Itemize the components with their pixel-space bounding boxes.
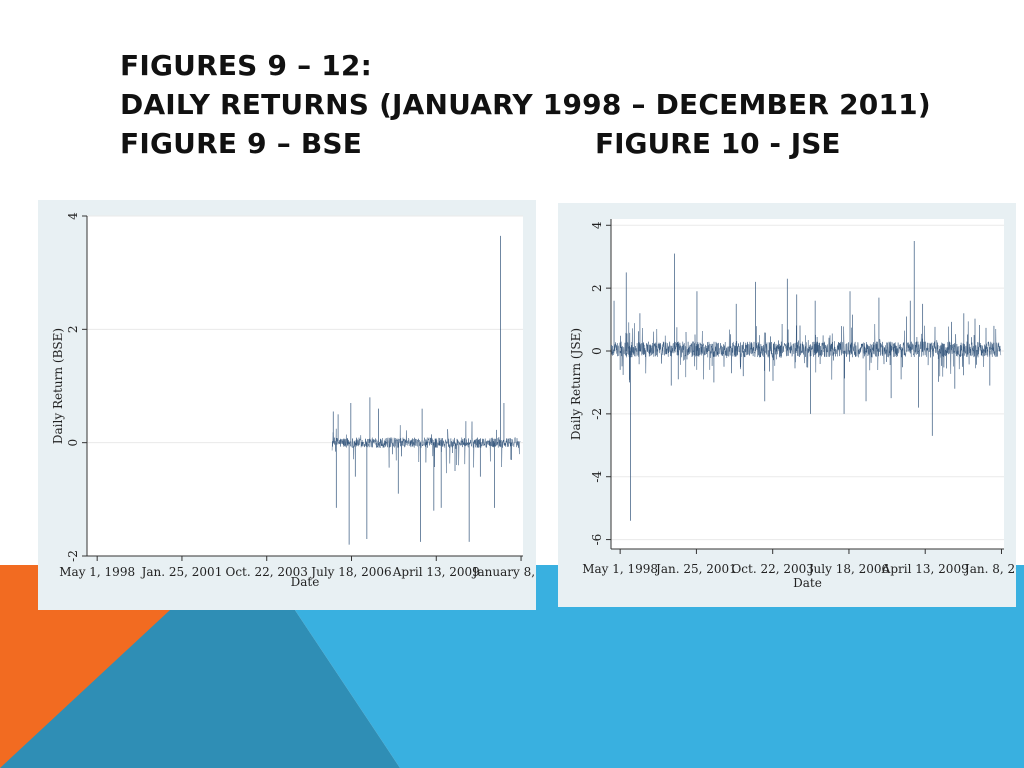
slide-title: FIGURES 9 – 12: DAILY RETURNS (JANUARY 1… [120, 46, 931, 163]
y-axis-title: Daily Return (JSE) [569, 328, 583, 440]
jse-chart-panel: -6 -4 -2 0 2 4 May 1, 1998 Jan. 25, 2001 Oct. 22… [558, 203, 1016, 607]
y-tick-label: 4 [66, 212, 80, 220]
y-tick-label: 0 [66, 439, 80, 447]
x-tick-label: May 1, 1998 [582, 562, 658, 576]
series-noise-band [610, 314, 1002, 382]
x-tick-label: July 18, 2006 [309, 565, 391, 579]
x-tick-label: January 8, 2012 [471, 565, 536, 579]
x-tick-label: Oct. 22, 2003 [225, 565, 307, 579]
x-tick-label: Jan. 25, 2001 [140, 565, 223, 579]
bse-chart-panel: -2 0 2 4 May 1, 1998 Jan. 25, 2001 Oct. 22, 20… [38, 200, 536, 610]
series-line [331, 235, 521, 545]
x-tick-label: Jan. 8, 2012 [963, 562, 1016, 576]
x-tick-label: May 1, 1998 [59, 565, 135, 579]
y-tick-label: -2 [590, 408, 604, 420]
y-tick-label: -4 [590, 471, 604, 483]
y-tick-label: 0 [590, 347, 604, 355]
series-noise-band [331, 421, 521, 474]
y-tick-label: -2 [66, 550, 80, 562]
x-tick-label: July 18, 2006 [807, 562, 889, 576]
x-tick-label: Oct. 22, 2003 [731, 562, 813, 576]
bse-chart: -2 0 2 4 May 1, 1998 Jan. 25, 2001 Oct. 22, 20… [51, 212, 536, 589]
title-line-2: DAILY RETURNS (JANUARY 1998 – DECEMBER 2… [120, 88, 931, 121]
x-tick-label: April 13, 2009 [392, 565, 480, 579]
x-tick-label: Jan. 25, 2001 [654, 562, 737, 576]
y-tick-label: 2 [590, 284, 604, 292]
dark-blue-shape [0, 565, 400, 768]
y-tick-label: 2 [66, 326, 80, 334]
figure-left-label: FIGURE 9 – BSE [120, 127, 363, 160]
y-tick-label: 4 [590, 221, 604, 229]
figure-right-label: FIGURE 10 - JSE [595, 127, 841, 160]
series-line [610, 241, 1002, 521]
plot-area [611, 219, 1004, 549]
y-axis-title: Daily Return (BSE) [51, 328, 65, 444]
x-axis-title: Date [793, 576, 822, 590]
plot-area [87, 216, 523, 556]
blue-shape [265, 565, 1024, 768]
y-tick-label: -6 [590, 534, 604, 546]
x-tick-label: April 13, 2009 [881, 562, 969, 576]
title-line-1: FIGURES 9 – 12: [120, 49, 373, 82]
x-axis-title: Date [291, 575, 320, 589]
